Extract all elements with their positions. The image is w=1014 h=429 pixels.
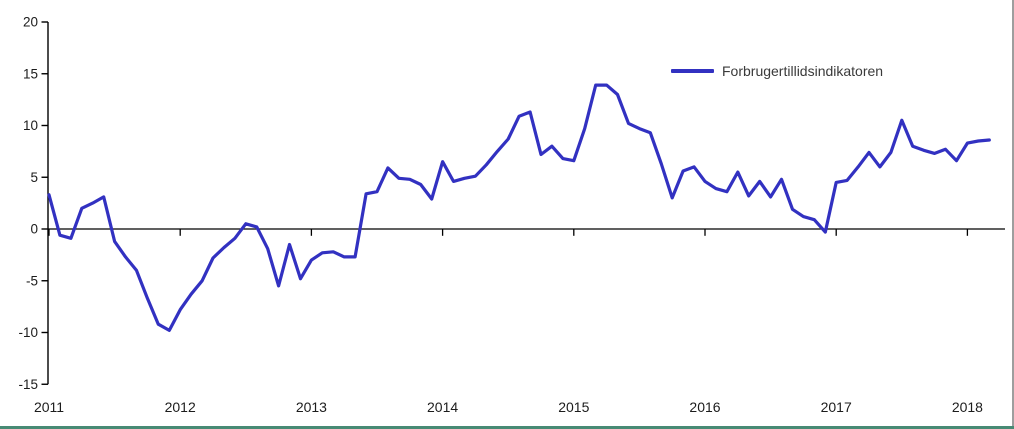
y-axis-tick-label: 5 — [30, 170, 38, 185]
y-axis-tick-label: 10 — [23, 118, 38, 133]
y-axis-tick-label: 0 — [30, 222, 38, 237]
legend-line-swatch — [671, 69, 714, 73]
bottom-edge-border — [0, 426, 1014, 429]
y-axis-tick-label: -15 — [18, 377, 38, 392]
right-edge-border — [1012, 0, 1014, 429]
confidence-indicator-line — [47, 83, 991, 332]
x-axis-tick-label: 2014 — [427, 399, 458, 415]
x-axis-tick-label: 2017 — [821, 399, 852, 415]
legend-label: Forbrugertillidsindikatoren — [722, 63, 884, 79]
x-axis-tick-label: 2016 — [689, 399, 720, 415]
y-axis-tick-label: 20 — [23, 15, 38, 30]
y-axis-tick-label: -10 — [18, 325, 38, 340]
x-axis-tick-label: 2012 — [165, 399, 196, 415]
y-axis-tick-label: -5 — [26, 273, 38, 288]
y-axis-tick-label: 15 — [23, 66, 38, 81]
x-axis-tick-label: 2011 — [34, 399, 64, 415]
x-axis-tick-label: 2018 — [952, 399, 983, 415]
x-axis-tick-label: 2013 — [296, 399, 327, 415]
chart-legend: Forbrugertillidsindikatoren — [671, 63, 883, 79]
x-axis-tick-label: 2015 — [558, 399, 589, 415]
